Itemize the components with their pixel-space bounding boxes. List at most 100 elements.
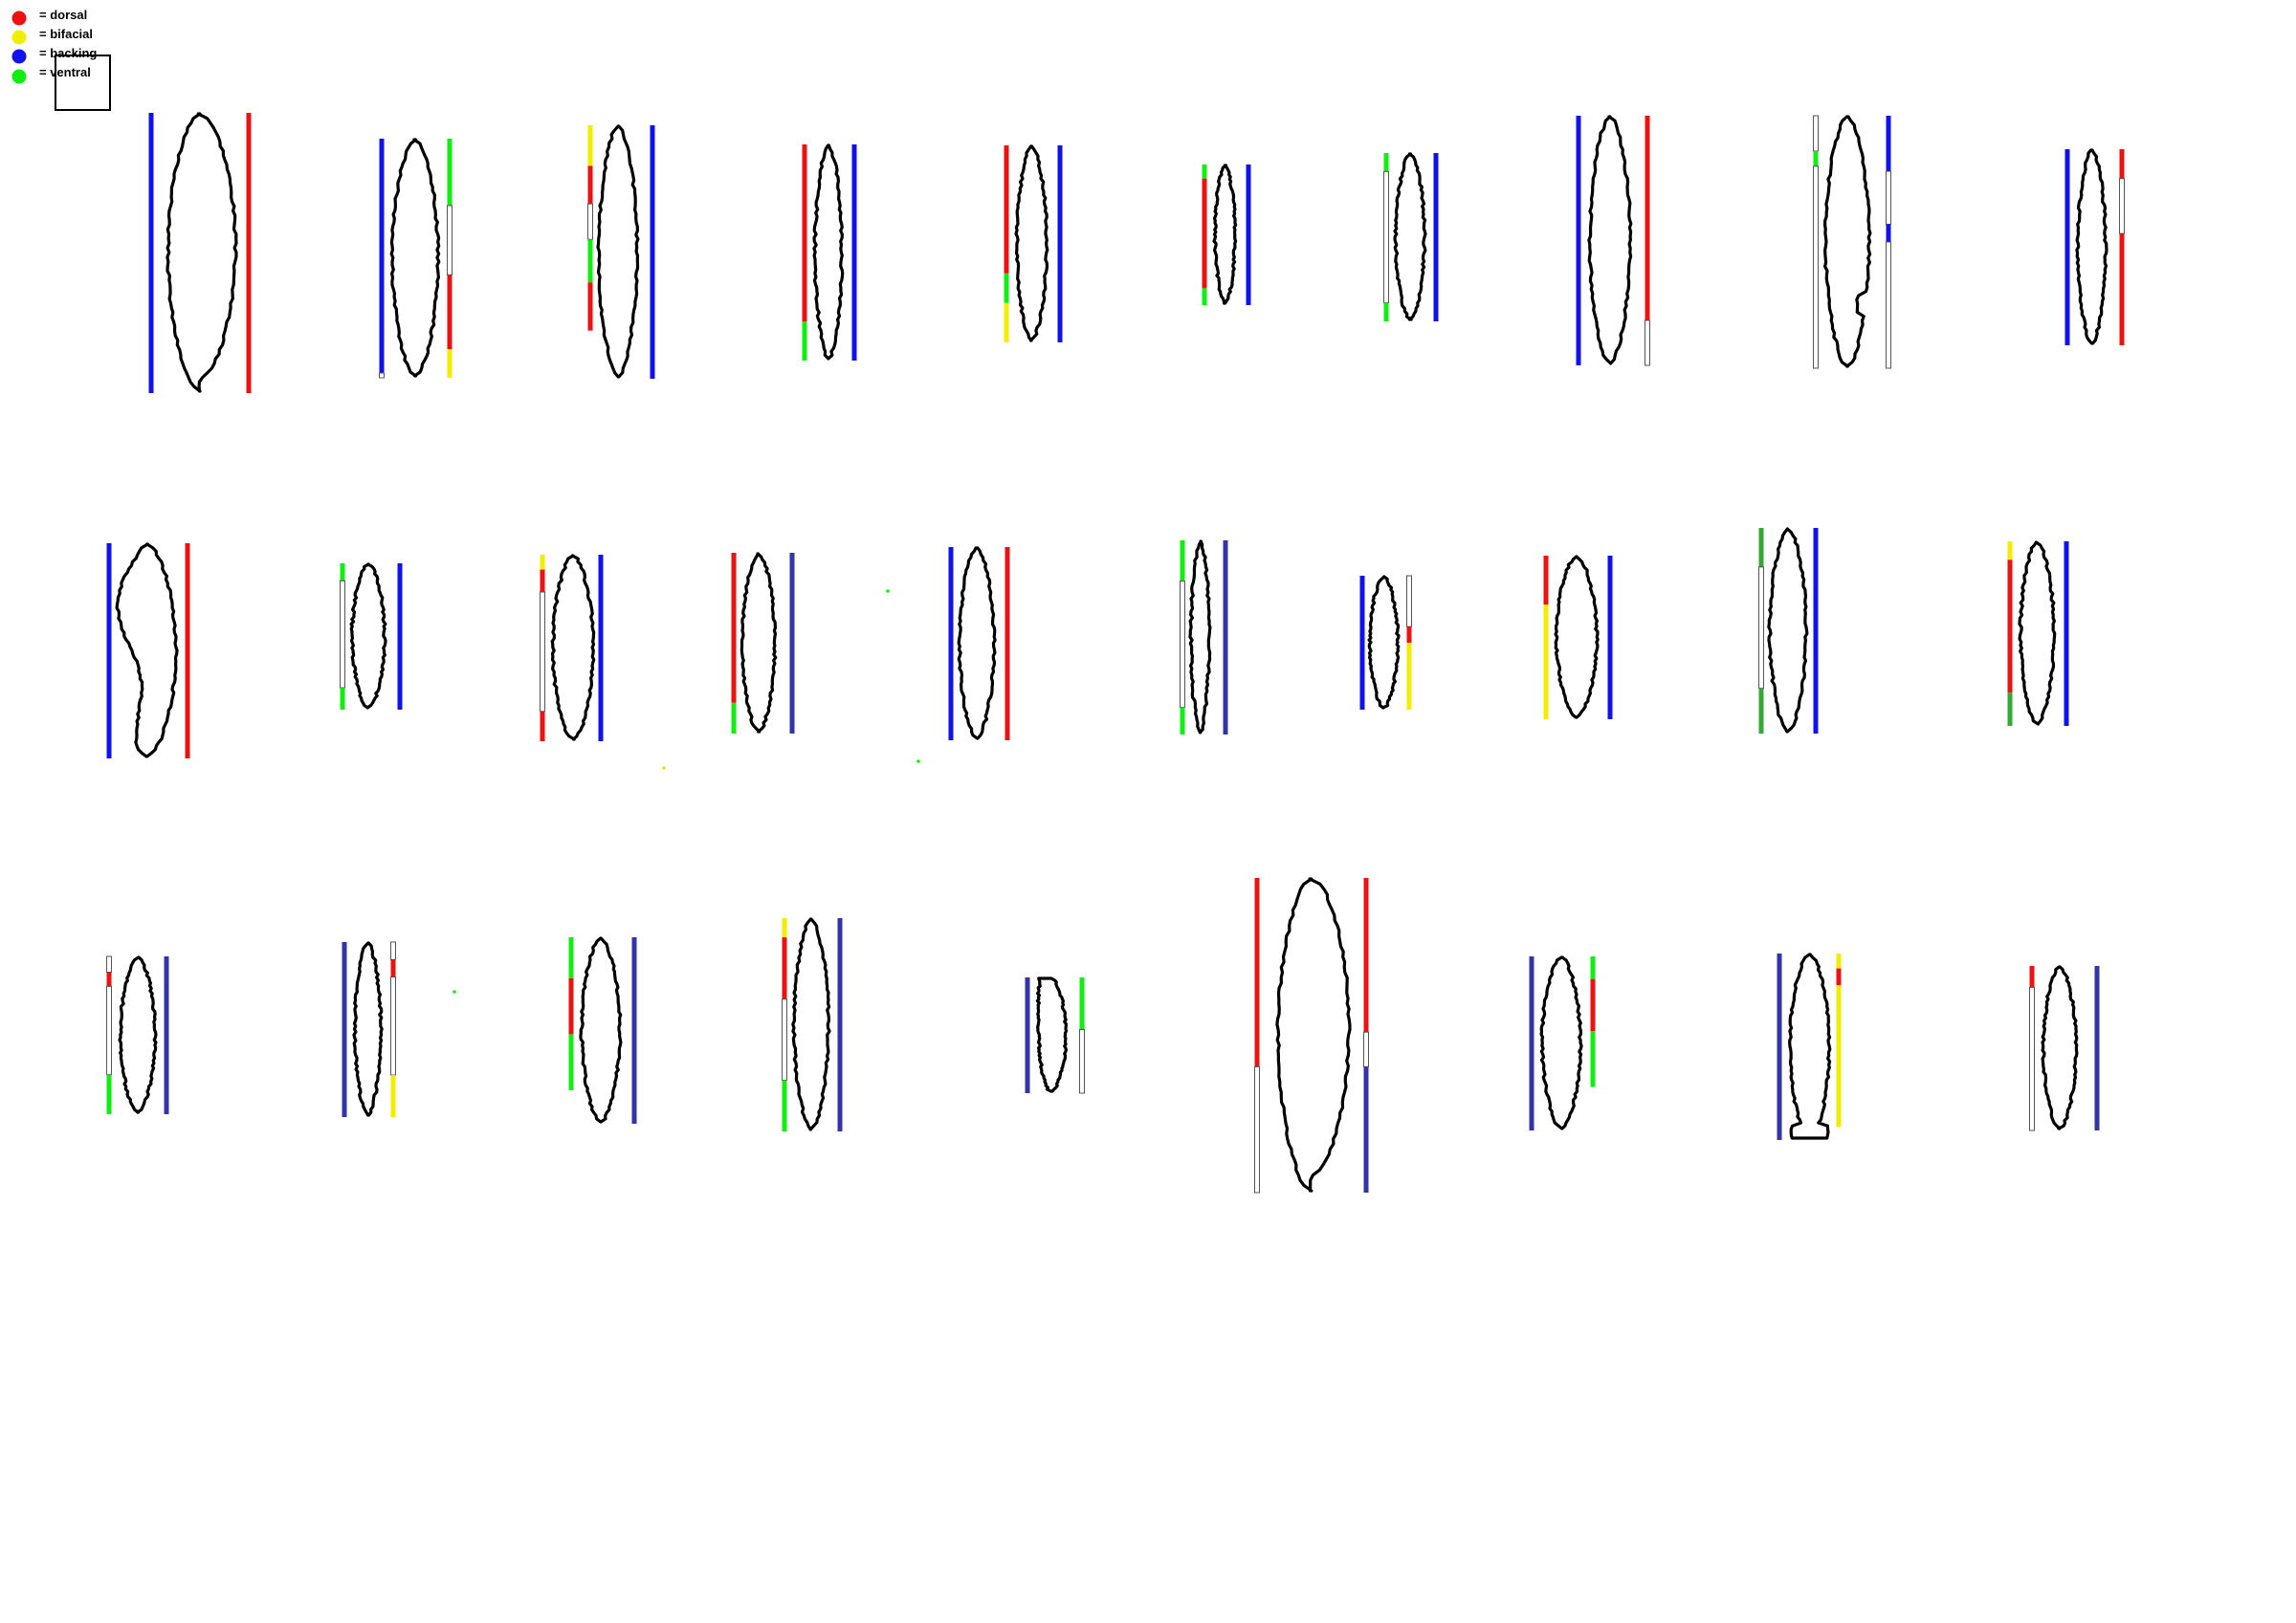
left-bar-segment-empty xyxy=(1758,566,1764,690)
right-bar-segment-backing xyxy=(851,144,857,361)
artefact-18 xyxy=(1543,555,1613,719)
legend-label-backing: = backing xyxy=(39,46,97,60)
artefact-6 xyxy=(1202,164,1251,305)
artefact-15 xyxy=(948,546,1010,740)
right-bar-segment-backing xyxy=(650,125,655,379)
artefact-outline xyxy=(1212,164,1238,305)
legend-label-ventral: = ventral xyxy=(39,65,91,79)
artefact-23 xyxy=(568,936,637,1124)
stray-speck xyxy=(662,766,666,770)
legend-swatch-dorsal xyxy=(11,11,27,26)
right-bar-segment-ventral xyxy=(1079,977,1085,1030)
left-bar-segment-ventral xyxy=(1202,288,1207,305)
left-bar-segment-ventral xyxy=(1202,164,1207,179)
right-bar-segment-empty xyxy=(1886,170,1891,226)
right-bar-segment-backing xyxy=(1813,528,1819,734)
left-bar-segment-backing xyxy=(148,113,154,393)
left-bar-segment-dorsal xyxy=(540,569,545,592)
left-bar-segment-empty xyxy=(340,580,345,689)
left-bar-segment-empty xyxy=(106,985,112,1076)
left-bar-segment-dorsal xyxy=(2029,966,2035,988)
stray-specks xyxy=(453,589,920,994)
left-bar-segment-ventral_dark xyxy=(2007,692,2013,726)
artefact-outline xyxy=(740,552,778,734)
right-bar-segment-empty xyxy=(1886,241,1891,369)
left-bar-segment-dorsal xyxy=(1543,556,1549,605)
left-bar-segment-dorsal xyxy=(587,165,593,205)
artefact-outline xyxy=(1554,555,1600,719)
left-bar-segment-backing_dark xyxy=(1529,956,1534,1130)
left-bar-segment-ventral xyxy=(1004,273,1009,303)
artefact-outline xyxy=(2075,148,2108,345)
left-bar-segment-bifacial xyxy=(782,918,787,938)
artefact-3 xyxy=(587,124,655,379)
left-bar-segment-ventral xyxy=(1383,153,1389,172)
stray-speck xyxy=(916,759,920,763)
left-bar-segment-dorsal xyxy=(106,972,112,987)
left-bar-segment-ventral xyxy=(340,563,345,581)
artefact-14 xyxy=(731,552,795,734)
right-bar-segment-backing xyxy=(598,555,604,741)
left-bar-segment-dorsal xyxy=(540,711,545,741)
right-bar-segment-backing_dark xyxy=(789,553,795,734)
left-bar-segment-ventral_dark xyxy=(1758,528,1764,567)
left-bar-segment-dorsal xyxy=(731,553,737,703)
right-bar-segment-empty xyxy=(2119,178,2125,234)
right-bar-segment-backing_dark xyxy=(631,937,637,1124)
left-bar-segment-ventral xyxy=(731,702,737,734)
artefact-4 xyxy=(802,143,857,361)
left-bar-segment-bifacial xyxy=(587,125,593,166)
left-bar-segment-ventral_dark xyxy=(1758,688,1764,734)
left-bar-segment-ventral xyxy=(782,1080,787,1131)
left-bar-segment-empty xyxy=(1813,115,1819,152)
right-bar-segment-dorsal xyxy=(447,274,453,349)
right-bar-segment-backing xyxy=(1886,116,1891,172)
legend-swatch-bifacial xyxy=(11,30,27,45)
left-bar-segment-ventral xyxy=(568,1034,574,1090)
artefact-17 xyxy=(1359,575,1412,710)
artefact-outline xyxy=(118,955,158,1114)
left-bar-segment-dorsal xyxy=(1254,878,1260,1067)
left-bar-segment-backing_dark xyxy=(1777,954,1782,1140)
left-bar-segment-bifacial xyxy=(1543,604,1549,719)
right-bar-segment-backing xyxy=(1246,164,1251,305)
right-bar-segment-backing xyxy=(2064,541,2069,726)
right-bar-segment-ventral xyxy=(1590,956,1596,979)
left-bar-segment-ventral xyxy=(1180,540,1185,581)
artefact-outline xyxy=(1767,527,1809,734)
artefact-12 xyxy=(340,562,403,710)
artefact-9 xyxy=(1813,115,1891,369)
left-bar-segment-ventral xyxy=(568,937,574,978)
artefact-outline xyxy=(791,917,831,1131)
artefact-13 xyxy=(540,554,604,741)
stray-speck xyxy=(886,589,890,593)
left-bar-segment-backing xyxy=(1359,576,1365,710)
left-bar-segment-backing xyxy=(948,547,954,740)
right-bar-segment-empty xyxy=(1363,1031,1369,1067)
artefact-outline xyxy=(1014,144,1049,342)
left-bar-segment-empty xyxy=(1180,581,1185,709)
left-bar-segment-empty xyxy=(2029,986,2035,1131)
artefact-outline xyxy=(2041,965,2079,1130)
legend-label-dorsal: = dorsal xyxy=(39,8,87,22)
artefact-outline xyxy=(1275,877,1352,1193)
artefact-21 xyxy=(106,955,169,1114)
left-bar-segment-dorsal xyxy=(1202,178,1207,289)
right-bar-segment-dorsal xyxy=(246,113,252,393)
left-bar-segment-backing_dark xyxy=(1025,977,1030,1093)
artefact-outline xyxy=(596,124,640,379)
artefact-24 xyxy=(782,917,843,1131)
left-bar-segment-ventral xyxy=(106,1074,112,1114)
left-bar-segment-bifacial xyxy=(540,555,545,570)
right-bar-segment-dorsal xyxy=(185,543,190,758)
right-bar-segment-bifacial xyxy=(1836,954,1842,969)
right-bar-segment-empty xyxy=(1645,319,1650,366)
right-bar-segment-ventral xyxy=(1590,1031,1596,1087)
artefact-outline xyxy=(1035,976,1069,1093)
left-bar-segment-empty xyxy=(1813,165,1819,369)
artefact-outline xyxy=(389,138,441,378)
right-bar-segment-dorsal xyxy=(1836,968,1842,986)
legend-box xyxy=(55,55,111,111)
artefact-20 xyxy=(2007,540,2069,726)
left-bar-segment-empty xyxy=(379,372,385,379)
